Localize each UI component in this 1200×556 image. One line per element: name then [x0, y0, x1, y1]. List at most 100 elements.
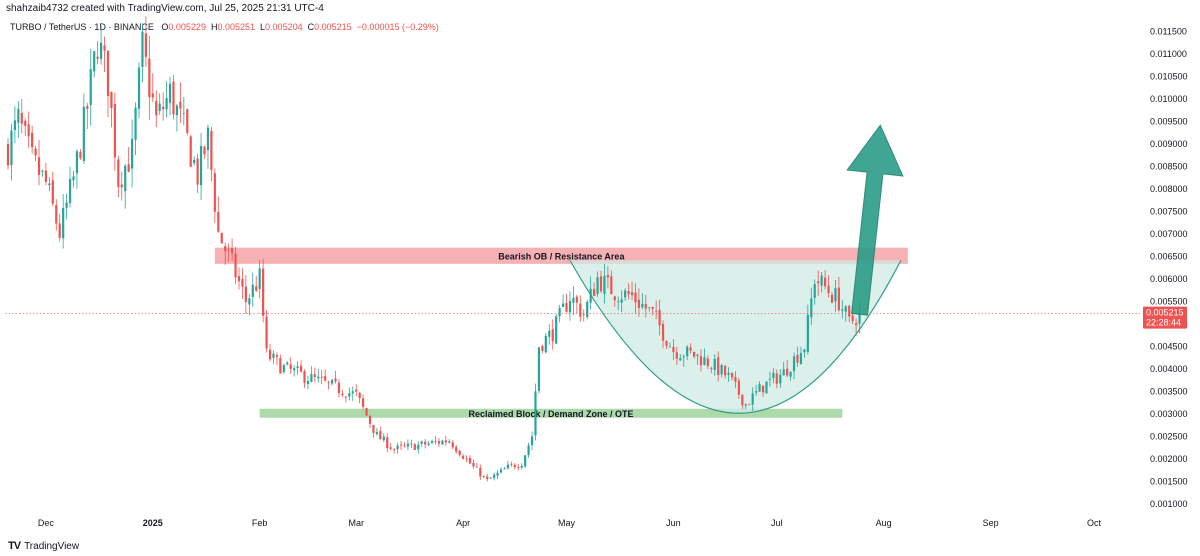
- candle-body: [579, 303, 582, 317]
- candle-body: [48, 183, 51, 186]
- candle-body: [410, 443, 413, 445]
- candle-body: [62, 207, 65, 239]
- candle-body: [182, 112, 185, 114]
- y-tick-label: 0.003000: [1150, 409, 1188, 419]
- candle-body: [524, 455, 527, 467]
- candle-body: [155, 100, 158, 116]
- candle-body: [296, 366, 299, 369]
- candle-body: [806, 314, 809, 352]
- candle-body: [582, 314, 585, 316]
- candle-body: [151, 93, 154, 98]
- candle-body: [699, 356, 703, 366]
- candle-body: [193, 159, 196, 164]
- zones-layer: Bearish OB / Resistance Area Reclaimed Bl…: [214, 247, 908, 419]
- candle-body: [751, 393, 754, 405]
- candle-body: [299, 365, 303, 372]
- candle-body: [658, 309, 661, 326]
- y-tick-label: 0.009500: [1150, 116, 1188, 126]
- x-tick-label: Dec: [38, 518, 55, 528]
- candle-body: [675, 352, 678, 359]
- candle-body: [148, 58, 151, 98]
- candle-body: [241, 279, 244, 287]
- candle-body: [782, 369, 785, 376]
- candle-body: [117, 159, 120, 187]
- symbol-name[interactable]: TURBO / TetherUS · 1D · BINANCE: [10, 22, 154, 32]
- candle-body: [75, 151, 79, 174]
- candle-body: [758, 384, 761, 392]
- candle-body: [172, 81, 175, 115]
- candle-body: [430, 441, 434, 443]
- candle-body: [634, 292, 637, 303]
- candle-body: [217, 211, 220, 232]
- candle-body: [624, 290, 627, 298]
- y-tick-label: 0.011000: [1150, 49, 1187, 59]
- candle-body: [196, 158, 199, 185]
- candle-body: [444, 440, 447, 443]
- candle-body: [137, 67, 141, 109]
- candle-body: [162, 106, 165, 110]
- candle-body: [86, 105, 89, 109]
- y-tick-label: 0.003500: [1150, 386, 1188, 396]
- candle-body: [358, 392, 361, 399]
- candle-body: [520, 465, 523, 468]
- candle-body: [692, 351, 696, 357]
- candle-body: [424, 441, 427, 445]
- candle-body: [258, 268, 261, 289]
- candle-body: [737, 380, 740, 395]
- candle-body: [79, 152, 82, 159]
- candle-body: [248, 298, 251, 305]
- candle-body: [527, 445, 530, 455]
- candle-body: [82, 106, 85, 161]
- candle-body: [713, 358, 716, 370]
- candle-body: [748, 404, 751, 406]
- candle-body: [548, 330, 551, 337]
- candle-body: [689, 347, 692, 351]
- x-tick-label: Sep: [983, 518, 999, 528]
- x-tick-label: Feb: [252, 518, 268, 528]
- candle-body: [837, 287, 840, 311]
- candle-body: [661, 324, 665, 341]
- candle-body: [268, 349, 272, 360]
- candle-body: [858, 310, 861, 324]
- candle-body: [655, 311, 658, 313]
- candle-body: [441, 440, 444, 445]
- candle-body: [755, 391, 758, 393]
- x-tick-label: Jul: [771, 518, 783, 528]
- candle-body: [230, 247, 234, 254]
- candle-body: [461, 455, 465, 459]
- candle-body: [37, 157, 41, 175]
- candle-body: [682, 356, 685, 358]
- candle-body: [810, 298, 813, 318]
- candle-body: [386, 437, 389, 449]
- candle-body: [486, 476, 489, 480]
- tradingview-logo[interactable]: TV TradingView: [8, 540, 79, 552]
- candle-body: [306, 380, 310, 384]
- y-tick-label: 0.004000: [1150, 364, 1188, 374]
- x-tick-label: Oct: [1087, 518, 1102, 528]
- candle-body: [158, 103, 161, 112]
- candle-body: [189, 136, 192, 167]
- candle-body: [168, 83, 172, 103]
- y-tick-label: 0.005500: [1150, 296, 1188, 306]
- time-axis[interactable]: Dec 2025 Feb Mar Apr May Jun Jul Aug Sep Oct: [38, 518, 1102, 528]
- candle-body: [637, 299, 641, 308]
- candle-body: [365, 408, 368, 416]
- open-value: 0.005229: [168, 22, 206, 32]
- candle-body: [362, 398, 365, 407]
- candle-body: [10, 130, 13, 166]
- high-label: H: [210, 22, 218, 32]
- demand-zone: [259, 408, 843, 418]
- candle-body: [417, 444, 420, 450]
- candle-body: [420, 441, 423, 444]
- price-axis[interactable]: 0.011500 0.011000 0.010500 0.010000 0.009500…: [1143, 26, 1188, 509]
- cup-fill: [569, 260, 901, 414]
- candle-body: [841, 309, 844, 311]
- candle-body: [496, 472, 499, 476]
- x-tick-label: Mar: [348, 518, 364, 528]
- y-tick-label: 0.009000: [1150, 139, 1188, 149]
- candle-body: [455, 446, 458, 452]
- candle-body: [372, 425, 375, 433]
- candle-body: [6, 144, 10, 166]
- y-tick-label: 0.001000: [1150, 499, 1188, 509]
